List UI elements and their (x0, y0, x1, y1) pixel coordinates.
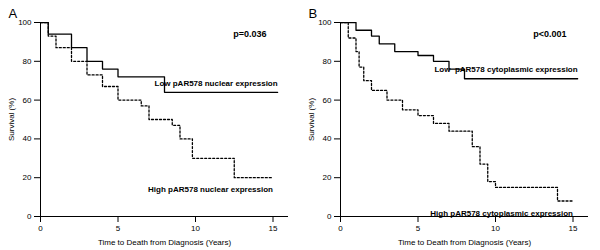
svg-text:High pAR578 cytoplasmic expres: High pAR578 cytoplasmic expression (430, 209, 573, 218)
svg-text:Low pAR578 nuclear expression: Low pAR578 nuclear expression (154, 79, 277, 88)
svg-text:B: B (309, 6, 318, 21)
svg-text:80: 80 (323, 57, 332, 66)
svg-text:80: 80 (23, 57, 32, 66)
svg-text:100: 100 (318, 18, 332, 27)
svg-text:0: 0 (338, 224, 343, 233)
svg-text:10: 10 (191, 224, 200, 233)
svg-text:p=0.036: p=0.036 (233, 29, 266, 39)
svg-text:15: 15 (269, 224, 278, 233)
svg-text:High pAR578 nuclear expression: High pAR578 nuclear expression (148, 185, 273, 194)
svg-text:40: 40 (323, 134, 332, 143)
svg-text:5: 5 (416, 224, 421, 233)
svg-text:0: 0 (27, 212, 32, 221)
svg-text:60: 60 (323, 96, 332, 105)
svg-text:60: 60 (23, 96, 32, 105)
svg-text:Low pAR578 cytoplasmic expres: Low pAR578 cytoplasmic expression (434, 65, 577, 74)
svg-text:20: 20 (23, 173, 32, 182)
svg-text:20: 20 (323, 173, 332, 182)
svg-text:A: A (9, 6, 18, 21)
svg-text:Survival (%): Survival (%) (307, 98, 316, 141)
svg-text:Time to Death from Diagnosis (: Time to Death from Diagnosis (Years) (98, 238, 232, 247)
svg-text:Survival (%): Survival (%) (7, 98, 16, 141)
svg-text:100: 100 (18, 18, 32, 27)
svg-text:p<0.001: p<0.001 (533, 29, 566, 39)
svg-text:15: 15 (569, 224, 578, 233)
svg-text:0: 0 (327, 212, 332, 221)
svg-text:5: 5 (116, 224, 121, 233)
svg-text:0: 0 (38, 224, 43, 233)
svg-text:10: 10 (491, 224, 500, 233)
svg-text:Time to Death from Diagnosis (: Time to Death from Diagnosis (Years) (398, 238, 532, 247)
svg-text:40: 40 (23, 134, 32, 143)
